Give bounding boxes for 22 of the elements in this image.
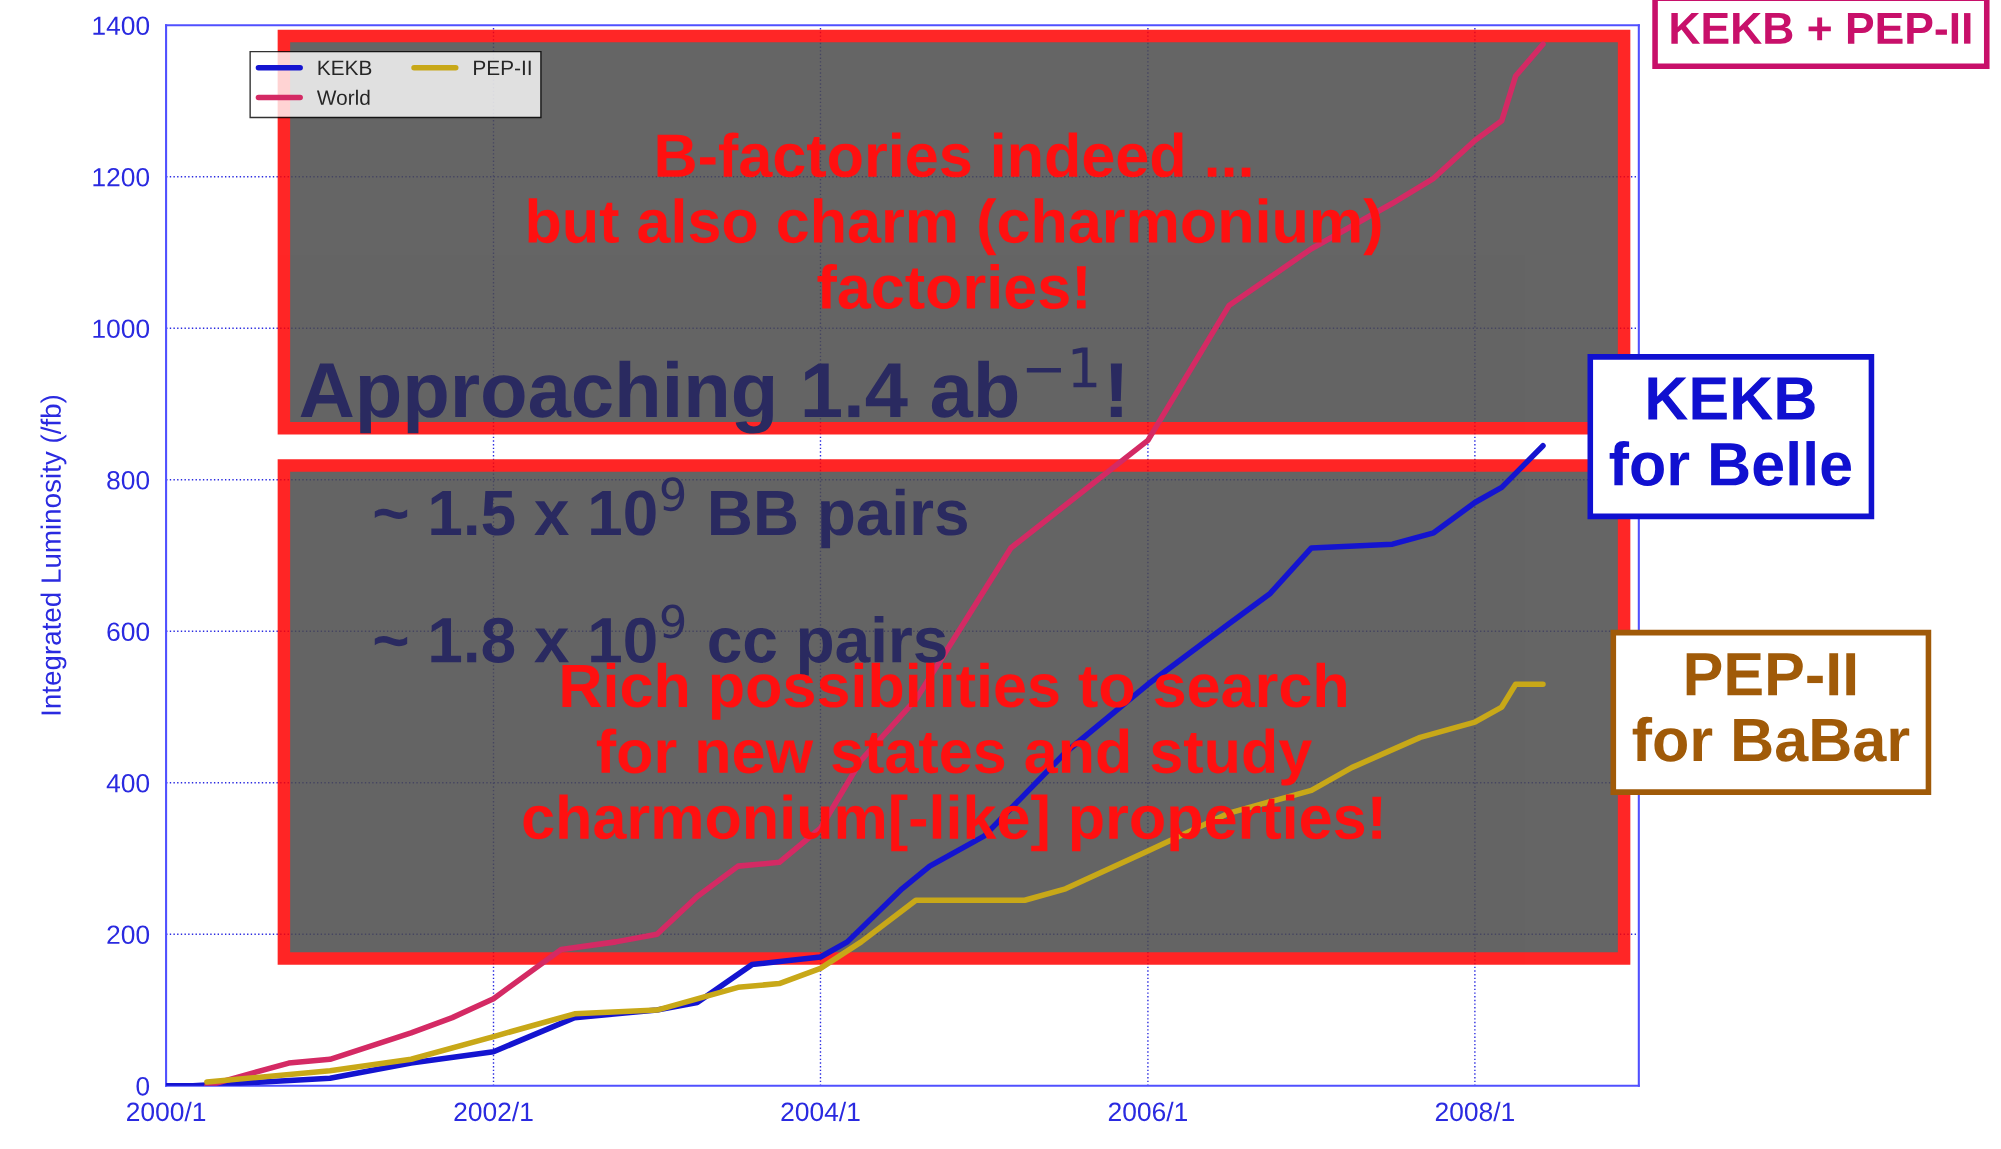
annotation: KEKB for Belle <box>1609 377 1852 486</box>
y-axis-title: Integrated Luminosity (/fb) <box>40 395 67 715</box>
annotation: ~ 1.5 x 10$^{9}$ BB pairs <box>374 477 967 549</box>
x-tick-label: 2000/1 <box>127 1101 206 1122</box>
annotation: PEP-II for BaBar <box>1632 653 1910 762</box>
legend-label: PEP-II <box>474 60 531 76</box>
y-tick-label: 800 <box>107 470 150 490</box>
y-tick-label: 0 <box>136 1076 150 1096</box>
x-tick-label: 2002/1 <box>454 1101 533 1122</box>
text: KEKB + PEP-II <box>1671 13 1971 44</box>
x-tick-label: 2008/1 <box>1435 1101 1514 1122</box>
y-tick-label: 1000 <box>93 319 150 339</box>
legend-label: World <box>316 89 370 106</box>
y-tick-label: 1400 <box>93 16 150 36</box>
annotation: Approaching 1.4 ab$^{−1}$! <box>300 347 1122 434</box>
y-tick-label: 1200 <box>93 167 150 187</box>
y-tick-label: 400 <box>106 773 150 793</box>
legend-label: KEKB <box>318 60 372 76</box>
y-tick-label: 600 <box>107 622 150 642</box>
y-tick-label: 200 <box>107 925 150 945</box>
x-tick-label: 2004/1 <box>781 1101 860 1122</box>
x-tick-label: 2006/1 <box>1108 1101 1187 1122</box>
